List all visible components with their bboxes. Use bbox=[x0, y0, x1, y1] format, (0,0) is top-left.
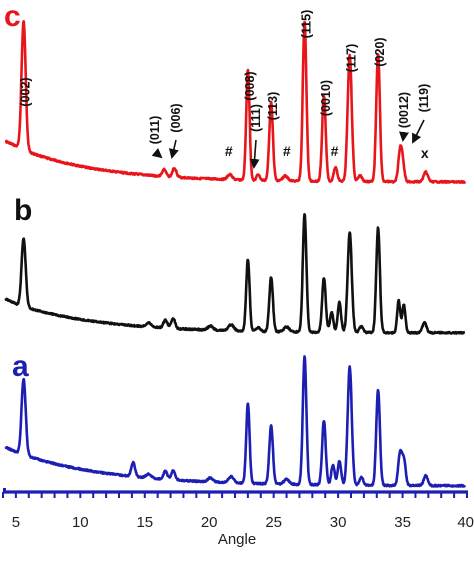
trace-c bbox=[4, 20, 467, 184]
trace-b bbox=[4, 213, 466, 335]
impurity-marker: # bbox=[225, 143, 233, 159]
peak-arrow bbox=[249, 139, 260, 169]
x-axis-title: Angle bbox=[217, 531, 257, 548]
x-tick-label: 40 bbox=[457, 514, 474, 531]
x-tick-label: 15 bbox=[136, 514, 153, 531]
panel-label-a: a bbox=[12, 350, 29, 383]
peak-label: (0012) bbox=[397, 92, 411, 128]
x-tick-label: 5 bbox=[12, 514, 20, 531]
panel-label-b: b bbox=[14, 194, 33, 227]
peak-arrow bbox=[399, 131, 409, 142]
x-axis: 5 10 15 20 25 30 35 40 bbox=[2, 488, 474, 531]
traces-group bbox=[4, 20, 467, 488]
trace-a bbox=[4, 355, 467, 488]
impurity-marker: x bbox=[421, 145, 429, 161]
x-tick-label: 35 bbox=[394, 514, 411, 531]
peak-label: (0010) bbox=[319, 80, 333, 116]
x-tick-label: 25 bbox=[265, 514, 282, 531]
peak-label: (111) bbox=[249, 104, 263, 132]
peak-label: (117) bbox=[345, 44, 359, 73]
panel-label-c: c bbox=[4, 0, 21, 33]
peak-label: (008) bbox=[243, 71, 257, 100]
peak-arrow bbox=[412, 119, 425, 144]
peak-label: (020) bbox=[373, 37, 387, 66]
peak-label: (002) bbox=[19, 77, 33, 106]
impurity-marker: # bbox=[331, 143, 339, 159]
annotations-group: (002) (011) (006) (008) (111) (113) (115) (0010… bbox=[19, 10, 431, 169]
x-tick-label: 20 bbox=[201, 514, 218, 531]
peak-label: (113) bbox=[266, 92, 280, 121]
peak-arrow bbox=[151, 148, 163, 159]
peak-label: (011) bbox=[148, 116, 162, 145]
peak-label: (119) bbox=[417, 84, 431, 113]
peak-arrow bbox=[168, 139, 179, 159]
peak-label: (006) bbox=[169, 103, 183, 132]
x-tick-label: 30 bbox=[330, 514, 347, 531]
x-tick-label: 10 bbox=[72, 514, 89, 531]
peak-label: (115) bbox=[300, 10, 314, 39]
impurity-marker: # bbox=[283, 143, 291, 159]
